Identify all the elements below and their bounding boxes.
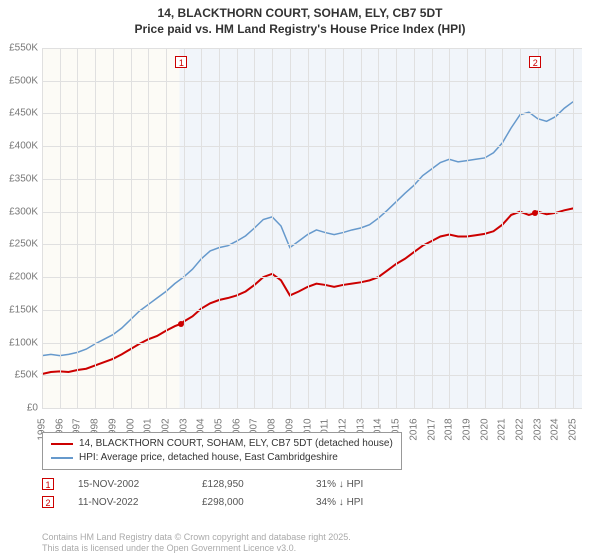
y-tick-label: £250K bbox=[9, 239, 38, 250]
gridline-v bbox=[95, 48, 96, 408]
y-tick-label: £500K bbox=[9, 75, 38, 86]
gridline-v bbox=[361, 48, 362, 408]
y-tick-label: £200K bbox=[9, 272, 38, 283]
gridline-h bbox=[42, 310, 582, 311]
x-tick-label: 2022 bbox=[515, 418, 526, 440]
y-tick-label: £550K bbox=[9, 43, 38, 54]
gridline-v bbox=[343, 48, 344, 408]
gridline-v bbox=[396, 48, 397, 408]
transaction-price: £128,950 bbox=[202, 479, 292, 490]
transaction-row: 1 15-NOV-2002 £128,950 31% ↓ HPI bbox=[42, 475, 416, 493]
gridline-v bbox=[308, 48, 309, 408]
y-tick-label: £450K bbox=[9, 108, 38, 119]
gridline-v bbox=[60, 48, 61, 408]
x-tick-label: 2020 bbox=[479, 418, 490, 440]
gridline-v bbox=[77, 48, 78, 408]
line-chart-svg bbox=[42, 48, 582, 408]
y-tick-label: £50K bbox=[15, 370, 38, 381]
y-tick-label: £350K bbox=[9, 173, 38, 184]
legend-label: HPI: Average price, detached house, East… bbox=[79, 451, 338, 465]
legend-row: 14, BLACKTHORN COURT, SOHAM, ELY, CB7 5D… bbox=[51, 437, 393, 451]
y-tick-label: £150K bbox=[9, 304, 38, 315]
gridline-h bbox=[42, 81, 582, 82]
gridline-h bbox=[42, 244, 582, 245]
x-tick-label: 2019 bbox=[461, 418, 472, 440]
gridline-h bbox=[42, 113, 582, 114]
gridline-h bbox=[42, 343, 582, 344]
gridline-v bbox=[378, 48, 379, 408]
transaction-price: £298,000 bbox=[202, 497, 292, 508]
footer-attribution: Contains HM Land Registry data © Crown c… bbox=[42, 532, 351, 554]
chart-plot-area: £0£50K£100K£150K£200K£250K£300K£350K£400… bbox=[42, 48, 582, 408]
gridline-v bbox=[219, 48, 220, 408]
gridline-v bbox=[166, 48, 167, 408]
gridline-v bbox=[467, 48, 468, 408]
gridline-v bbox=[502, 48, 503, 408]
transaction-marker: 2 bbox=[42, 496, 54, 508]
x-tick-label: 2018 bbox=[444, 418, 455, 440]
marker-box-1: 1 bbox=[175, 56, 187, 68]
gridline-v bbox=[148, 48, 149, 408]
gridline-v bbox=[555, 48, 556, 408]
gridline-v bbox=[325, 48, 326, 408]
x-tick-label: 2024 bbox=[550, 418, 561, 440]
gridline-v bbox=[290, 48, 291, 408]
gridline-v bbox=[485, 48, 486, 408]
gridline-v bbox=[449, 48, 450, 408]
gridline-v bbox=[184, 48, 185, 408]
legend-row: HPI: Average price, detached house, East… bbox=[51, 451, 393, 465]
gridline-v bbox=[538, 48, 539, 408]
x-tick-label: 2021 bbox=[497, 418, 508, 440]
gridline-v bbox=[272, 48, 273, 408]
gridline-v bbox=[432, 48, 433, 408]
marker-dot-2 bbox=[532, 210, 538, 216]
gridline-h bbox=[42, 179, 582, 180]
gridline-v bbox=[131, 48, 132, 408]
title-line-2: Price paid vs. HM Land Registry's House … bbox=[0, 22, 600, 38]
transaction-table: 1 15-NOV-2002 £128,950 31% ↓ HPI 2 11-NOV-202… bbox=[42, 475, 416, 511]
transaction-delta: 31% ↓ HPI bbox=[316, 479, 416, 490]
title-line-1: 14, BLACKTHORN COURT, SOHAM, ELY, CB7 5D… bbox=[0, 6, 600, 22]
y-tick-label: £400K bbox=[9, 141, 38, 152]
transaction-date: 11-NOV-2022 bbox=[78, 497, 178, 508]
gridline-v bbox=[237, 48, 238, 408]
gridline-v bbox=[573, 48, 574, 408]
transaction-delta: 34% ↓ HPI bbox=[316, 497, 416, 508]
legend-swatch bbox=[51, 443, 73, 445]
legend: 14, BLACKTHORN COURT, SOHAM, ELY, CB7 5D… bbox=[42, 432, 402, 470]
x-tick-label: 2016 bbox=[408, 418, 419, 440]
x-tick-label: 2023 bbox=[532, 418, 543, 440]
transaction-marker: 1 bbox=[42, 478, 54, 490]
gridline-h bbox=[42, 277, 582, 278]
footer-line-2: This data is licensed under the Open Gov… bbox=[42, 543, 351, 554]
gridline-h bbox=[42, 48, 582, 49]
gridline-v bbox=[520, 48, 521, 408]
gridline-v bbox=[42, 48, 43, 408]
gridline-h bbox=[42, 146, 582, 147]
y-tick-label: £300K bbox=[9, 206, 38, 217]
gridline-h bbox=[42, 212, 582, 213]
y-tick-label: £100K bbox=[9, 337, 38, 348]
gridline-v bbox=[254, 48, 255, 408]
gridline-v bbox=[113, 48, 114, 408]
x-tick-label: 2017 bbox=[426, 418, 437, 440]
gridline-v bbox=[414, 48, 415, 408]
gridline-v bbox=[201, 48, 202, 408]
x-tick-label: 2025 bbox=[568, 418, 579, 440]
y-tick-label: £0 bbox=[27, 403, 38, 414]
gridline-h bbox=[42, 375, 582, 376]
footer-line-1: Contains HM Land Registry data © Crown c… bbox=[42, 532, 351, 543]
legend-label: 14, BLACKTHORN COURT, SOHAM, ELY, CB7 5D… bbox=[79, 437, 393, 451]
marker-dot-1 bbox=[178, 321, 184, 327]
transaction-row: 2 11-NOV-2022 £298,000 34% ↓ HPI bbox=[42, 493, 416, 511]
marker-box-2: 2 bbox=[529, 56, 541, 68]
transaction-date: 15-NOV-2002 bbox=[78, 479, 178, 490]
legend-swatch bbox=[51, 457, 73, 459]
gridline-h bbox=[42, 408, 582, 409]
